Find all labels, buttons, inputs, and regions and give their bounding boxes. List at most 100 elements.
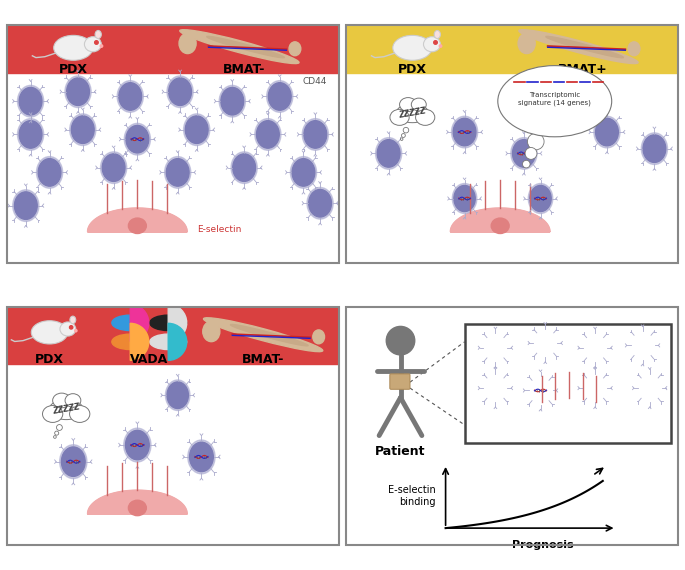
Ellipse shape — [60, 322, 76, 336]
Text: E-selectin: E-selectin — [197, 225, 241, 234]
FancyBboxPatch shape — [464, 324, 671, 443]
Wedge shape — [130, 323, 149, 360]
Ellipse shape — [561, 406, 577, 421]
Text: ZZZZZ: ZZZZZ — [52, 402, 81, 416]
Ellipse shape — [32, 321, 68, 344]
Ellipse shape — [166, 158, 189, 186]
Circle shape — [403, 127, 409, 133]
Ellipse shape — [452, 184, 477, 214]
Ellipse shape — [167, 382, 188, 409]
Ellipse shape — [203, 321, 220, 341]
Ellipse shape — [70, 316, 76, 324]
Ellipse shape — [637, 373, 662, 403]
Ellipse shape — [483, 373, 508, 403]
Ellipse shape — [179, 33, 196, 54]
Ellipse shape — [112, 334, 149, 349]
FancyBboxPatch shape — [390, 374, 410, 389]
Ellipse shape — [184, 114, 210, 145]
Ellipse shape — [124, 123, 151, 155]
Ellipse shape — [302, 119, 328, 150]
Ellipse shape — [207, 36, 284, 58]
Ellipse shape — [491, 218, 509, 234]
Polygon shape — [524, 398, 614, 419]
Ellipse shape — [397, 104, 428, 123]
Ellipse shape — [256, 121, 279, 148]
Ellipse shape — [179, 30, 299, 64]
Ellipse shape — [630, 331, 655, 360]
FancyBboxPatch shape — [7, 307, 339, 364]
Ellipse shape — [70, 405, 90, 422]
Ellipse shape — [584, 335, 606, 361]
Circle shape — [100, 45, 103, 47]
Ellipse shape — [53, 35, 93, 60]
Ellipse shape — [95, 30, 101, 38]
Ellipse shape — [484, 335, 506, 361]
Ellipse shape — [533, 328, 558, 358]
FancyBboxPatch shape — [7, 25, 339, 73]
FancyBboxPatch shape — [346, 25, 678, 73]
Ellipse shape — [582, 373, 608, 403]
Ellipse shape — [582, 333, 608, 363]
Ellipse shape — [512, 140, 535, 167]
Ellipse shape — [18, 119, 44, 150]
Ellipse shape — [38, 158, 61, 186]
Ellipse shape — [595, 119, 619, 146]
Ellipse shape — [266, 80, 293, 112]
Ellipse shape — [594, 116, 620, 148]
Ellipse shape — [167, 76, 193, 108]
Ellipse shape — [269, 83, 291, 110]
Ellipse shape — [434, 30, 440, 38]
Ellipse shape — [292, 158, 315, 186]
Ellipse shape — [528, 184, 553, 214]
Ellipse shape — [451, 116, 477, 148]
Ellipse shape — [71, 116, 94, 144]
Ellipse shape — [530, 185, 551, 211]
Ellipse shape — [377, 140, 400, 167]
Ellipse shape — [584, 375, 606, 401]
Circle shape — [439, 45, 442, 47]
Ellipse shape — [36, 157, 62, 188]
Ellipse shape — [304, 121, 327, 148]
Text: BMAT-: BMAT- — [223, 63, 265, 76]
Ellipse shape — [643, 135, 666, 162]
Ellipse shape — [638, 375, 660, 401]
Ellipse shape — [393, 35, 432, 60]
Ellipse shape — [233, 154, 256, 181]
Ellipse shape — [19, 121, 42, 148]
Ellipse shape — [60, 445, 87, 479]
Ellipse shape — [128, 218, 147, 234]
Text: CD44: CD44 — [303, 78, 327, 87]
Circle shape — [56, 425, 62, 430]
Ellipse shape — [125, 430, 149, 460]
Text: ZZZZZ: ZZZZZ — [398, 106, 427, 120]
Polygon shape — [88, 208, 187, 232]
Ellipse shape — [62, 447, 85, 477]
Circle shape — [53, 435, 56, 438]
Ellipse shape — [19, 87, 42, 115]
Ellipse shape — [190, 442, 213, 471]
Ellipse shape — [117, 80, 143, 112]
Circle shape — [447, 548, 473, 570]
Ellipse shape — [375, 137, 401, 169]
Ellipse shape — [453, 119, 476, 146]
Ellipse shape — [169, 78, 192, 105]
Ellipse shape — [53, 393, 71, 408]
Ellipse shape — [124, 428, 151, 462]
Ellipse shape — [188, 440, 215, 474]
Circle shape — [434, 40, 437, 44]
Text: E-selectin
binding: E-selectin binding — [388, 485, 436, 507]
Ellipse shape — [203, 317, 323, 352]
Polygon shape — [88, 490, 187, 514]
Ellipse shape — [307, 188, 333, 219]
Ellipse shape — [518, 33, 535, 54]
Text: BMAT+: BMAT+ — [558, 63, 608, 76]
Ellipse shape — [289, 42, 301, 56]
Ellipse shape — [42, 405, 63, 422]
Circle shape — [55, 431, 59, 435]
Ellipse shape — [119, 83, 142, 110]
Ellipse shape — [164, 157, 191, 188]
Text: VADA: VADA — [130, 353, 169, 366]
Ellipse shape — [219, 86, 245, 117]
Circle shape — [69, 325, 73, 329]
Ellipse shape — [528, 376, 553, 405]
